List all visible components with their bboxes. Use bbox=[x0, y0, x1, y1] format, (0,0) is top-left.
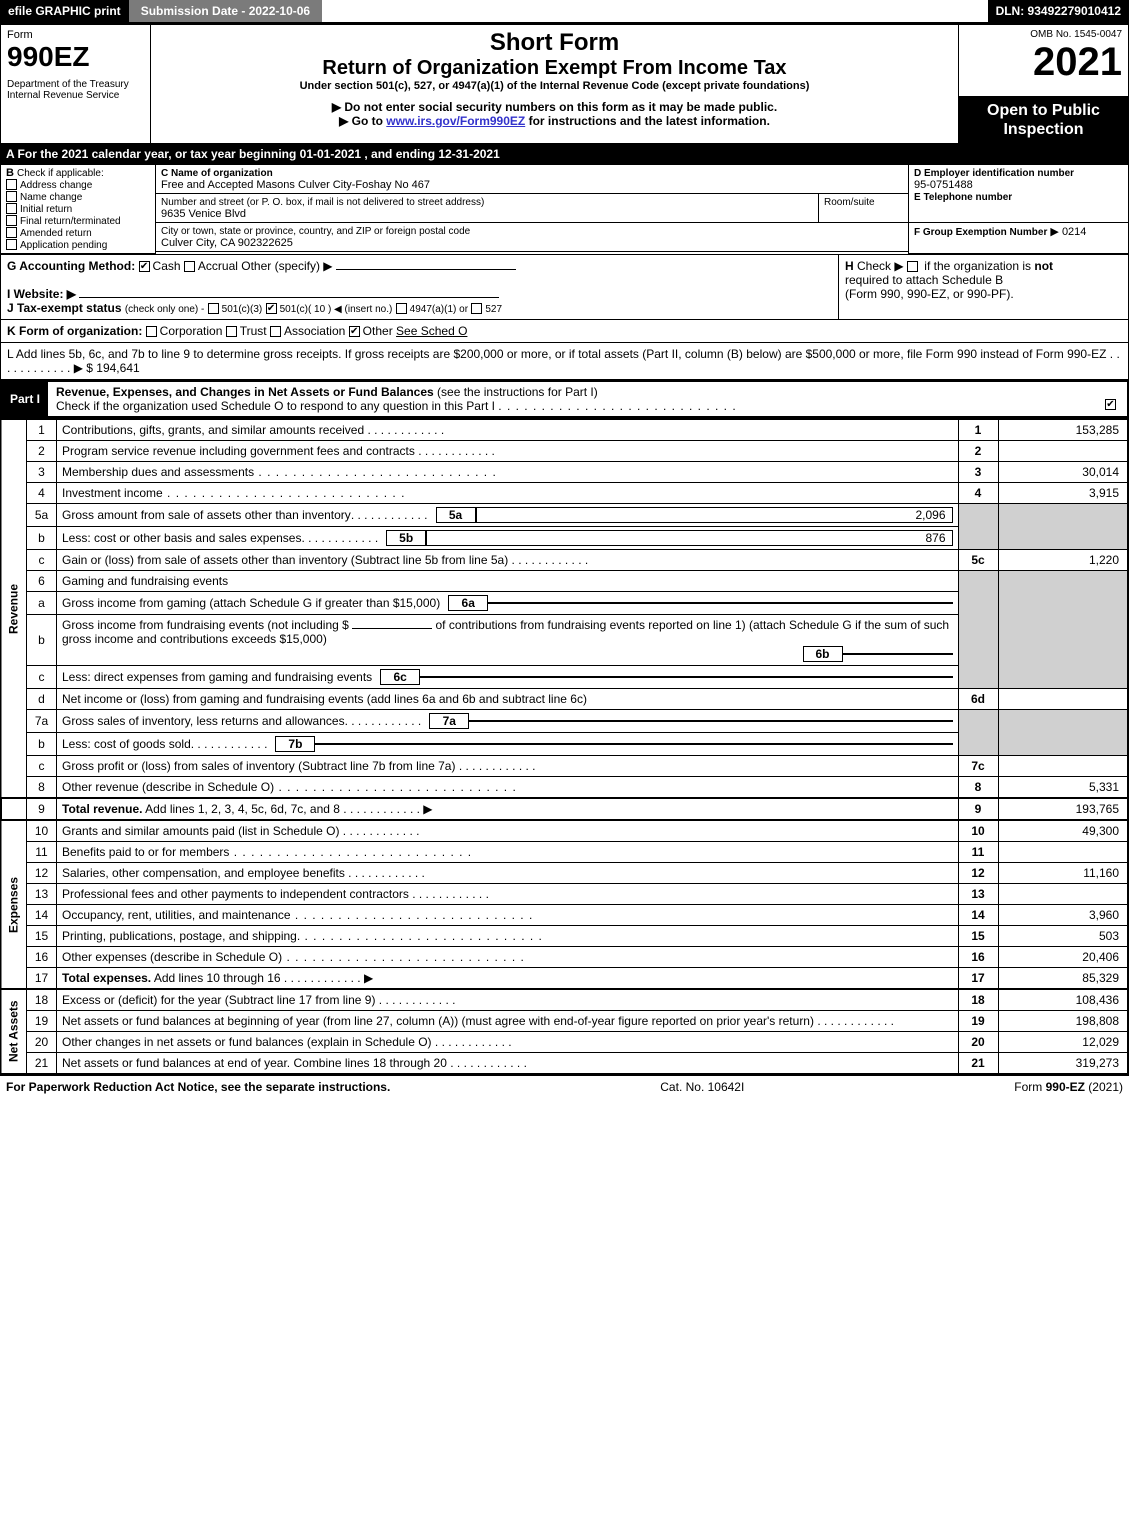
line-4-amount: 3,915 bbox=[998, 482, 1128, 503]
omb-number: OMB No. 1545-0047 bbox=[965, 29, 1122, 40]
cb-cash[interactable] bbox=[139, 261, 150, 272]
cb-application-pending[interactable] bbox=[6, 239, 17, 250]
street-address: 9635 Venice Blvd bbox=[161, 208, 246, 220]
cb-other-org[interactable] bbox=[349, 326, 360, 337]
part-i-header: Part I Revenue, Expenses, and Changes in… bbox=[0, 380, 1129, 418]
org-info-block: B Check if applicable: Address change Na… bbox=[0, 164, 1129, 254]
cb-assoc[interactable] bbox=[270, 326, 281, 337]
accounting-section: G Accounting Method: Cash Accrual Other … bbox=[0, 254, 1129, 320]
dln-label: DLN: 93492279010412 bbox=[988, 0, 1129, 22]
line-12-amount: 11,160 bbox=[998, 862, 1128, 883]
efile-header: efile GRAPHIC print Submission Date - 20… bbox=[0, 0, 1129, 24]
short-form-title: Short Form bbox=[157, 29, 952, 57]
under-section: Under section 501(c), 527, or 4947(a)(1)… bbox=[157, 80, 952, 92]
line-16-amount: 20,406 bbox=[998, 946, 1128, 967]
goto-instructions: ▶ Go to www.irs.gov/Form990EZ for instru… bbox=[157, 114, 952, 128]
cb-address-change[interactable] bbox=[6, 179, 17, 190]
efile-print-label[interactable]: efile GRAPHIC print bbox=[0, 0, 129, 22]
line-k: K Form of organization: Corporation Trus… bbox=[0, 320, 1129, 343]
return-title: Return of Organization Exempt From Incom… bbox=[157, 57, 952, 80]
cb-name-change[interactable] bbox=[6, 191, 17, 202]
line-5c-amount: 1,220 bbox=[998, 549, 1128, 570]
website-label: I Website: ▶ bbox=[7, 287, 76, 301]
group-exemption-num: 0214 bbox=[1062, 226, 1086, 238]
other-org-val: See Sched O bbox=[396, 324, 467, 338]
ein-value: 95-0751488 bbox=[914, 179, 973, 191]
line-17-total-expenses: 85,329 bbox=[998, 967, 1128, 989]
cb-501c[interactable] bbox=[266, 303, 277, 314]
city-state-zip: Culver City, CA 902322625 bbox=[161, 237, 293, 249]
catalog-number: Cat. No. 10642I bbox=[660, 1080, 744, 1094]
page-footer: For Paperwork Reduction Act Notice, see … bbox=[0, 1075, 1129, 1098]
line-14-amount: 3,960 bbox=[998, 904, 1128, 925]
cb-schedule-o-part1[interactable] bbox=[1105, 399, 1116, 410]
ein-label: D Employer identification number bbox=[914, 168, 1074, 179]
line-3-amount: 30,014 bbox=[998, 461, 1128, 482]
revenue-section-label: Revenue bbox=[1, 419, 27, 798]
line-15-amount: 503 bbox=[998, 925, 1128, 946]
tax-year: 2021 bbox=[965, 40, 1122, 85]
irs-label: Internal Revenue Service bbox=[7, 90, 144, 101]
ssn-warning: ▶ Do not enter social security numbers o… bbox=[157, 100, 952, 114]
line-5b-inner: 876 bbox=[426, 530, 952, 546]
dept-treasury: Department of the Treasury bbox=[7, 79, 144, 90]
line-19-amount: 198,808 bbox=[998, 1010, 1128, 1031]
phone-label: E Telephone number bbox=[914, 192, 1012, 203]
part-i-label: Part I bbox=[2, 389, 48, 409]
paperwork-notice: For Paperwork Reduction Act Notice, see … bbox=[6, 1080, 390, 1094]
submission-date: Submission Date - 2022-10-06 bbox=[129, 0, 322, 22]
title-block: Form 990EZ Department of the Treasury In… bbox=[0, 24, 1129, 144]
cb-trust[interactable] bbox=[226, 326, 237, 337]
open-public-inspection: Open to Public Inspection bbox=[959, 96, 1129, 143]
line-l: L Add lines 5b, 6c, and 7b to line 9 to … bbox=[0, 343, 1129, 380]
cb-amended[interactable] bbox=[6, 227, 17, 238]
line-10-amount: 49,300 bbox=[998, 820, 1128, 842]
line-21-amount: 319,273 bbox=[998, 1052, 1128, 1074]
cb-corp[interactable] bbox=[146, 326, 157, 337]
line-20-amount: 12,029 bbox=[998, 1031, 1128, 1052]
line-9-total-revenue: 193,765 bbox=[998, 798, 1128, 820]
cb-schedule-b[interactable] bbox=[907, 261, 918, 272]
org-name: Free and Accepted Masons Culver City-Fos… bbox=[161, 179, 430, 191]
expenses-section-label: Expenses bbox=[1, 820, 27, 989]
line-5a-inner: 2,096 bbox=[476, 507, 953, 523]
form-word: Form bbox=[7, 29, 144, 41]
group-exemption-label: F Group Exemption Number bbox=[914, 227, 1047, 238]
line-8-amount: 5,331 bbox=[998, 776, 1128, 798]
form-number: 990EZ bbox=[7, 41, 144, 73]
net-assets-section-label: Net Assets bbox=[1, 989, 27, 1074]
cb-501c3[interactable] bbox=[208, 303, 219, 314]
irs-link[interactable]: www.irs.gov/Form990EZ bbox=[386, 114, 525, 128]
line-18-amount: 108,436 bbox=[998, 989, 1128, 1011]
line-1-amount: 153,285 bbox=[998, 419, 1128, 441]
gross-receipts: $ 194,641 bbox=[86, 361, 139, 375]
line-a-tax-year: A For the 2021 calendar year, or tax yea… bbox=[0, 144, 1129, 164]
part-i-table: Revenue 1 Contributions, gifts, grants, … bbox=[0, 418, 1129, 1075]
cb-final-return[interactable] bbox=[6, 215, 17, 226]
form-ref: Form 990-EZ (2021) bbox=[1014, 1080, 1123, 1094]
cb-527[interactable] bbox=[471, 303, 482, 314]
cb-4947[interactable] bbox=[396, 303, 407, 314]
cb-initial-return[interactable] bbox=[6, 203, 17, 214]
cb-accrual[interactable] bbox=[184, 261, 195, 272]
